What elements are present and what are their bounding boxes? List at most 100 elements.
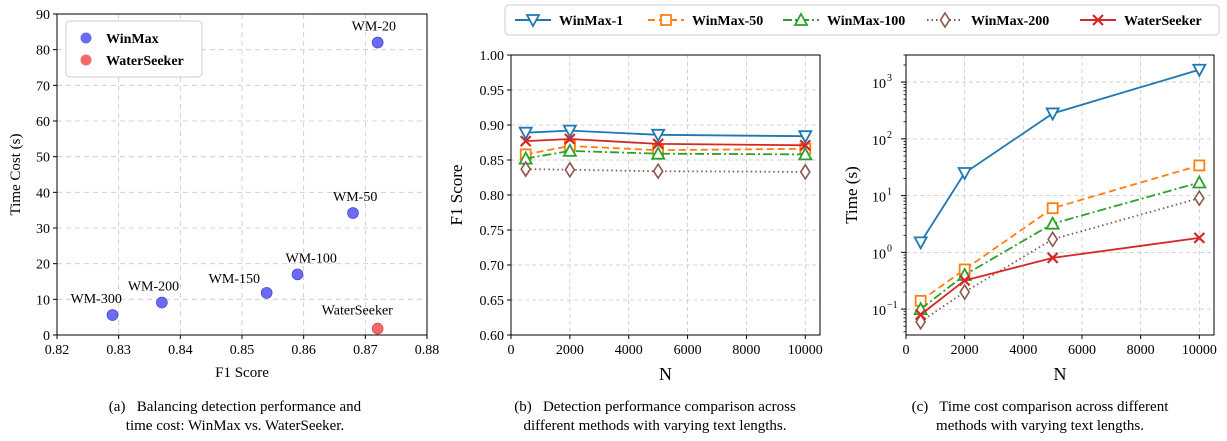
b-xtick-label: 2000 [556, 343, 584, 358]
c-point [1193, 159, 1206, 172]
caption-b-line1: Detection performance comparison across [542, 399, 796, 415]
b-ytick-label: 0.75 [480, 224, 505, 239]
c-point [1193, 189, 1205, 207]
c-frame [905, 54, 1215, 336]
c-xlabel: N [1054, 364, 1067, 384]
top-legend-marker-shape [525, 14, 541, 28]
a-xtick-label: 0.83 [106, 343, 131, 358]
top-legend: WinMax-1 WinMax-50 WinMax-100 WinMax-200 Wat… [504, 4, 1220, 36]
c-point [957, 167, 973, 181]
top-legend-marker-shape [660, 14, 672, 26]
c-ytick-label: 10 [872, 134, 886, 149]
b-point-shape [562, 143, 578, 157]
b-point-shape [562, 124, 578, 139]
a-ytick-label: 20 [36, 258, 50, 273]
c-point-shape [1191, 63, 1207, 78]
c-point [914, 308, 927, 321]
top-legend-box [504, 4, 1220, 36]
c-point [959, 283, 971, 301]
b-point [564, 133, 576, 145]
b-point [650, 145, 666, 160]
caption-c-line1: Time cost comparison across different [939, 399, 1169, 415]
caption-b-label: (b) [514, 399, 532, 415]
c-point-shape [1047, 230, 1059, 248]
c-series-line [920, 181, 1200, 310]
caption-a-line1: Balancing detection performance and [136, 399, 362, 415]
c-point [1191, 63, 1207, 78]
top-legend-marker [939, 11, 951, 29]
a-ytick-label: 50 [36, 151, 50, 166]
c-point-shape [958, 274, 971, 287]
a-point [156, 296, 168, 309]
top-legend-label: WinMax-100 [827, 14, 905, 29]
a-point-label: WM-50 [333, 190, 377, 205]
b-series-line [525, 145, 806, 156]
a-xtick-label: 0.88 [415, 343, 440, 358]
top-legend-marker [660, 14, 672, 26]
c-series-line [920, 164, 1200, 302]
a-point-label: WM-20 [352, 20, 396, 35]
a-point [371, 322, 384, 335]
a-ytick-label: 0 [43, 329, 50, 344]
c-point-shape [1045, 215, 1061, 230]
c-ytick-label: 10 [872, 191, 886, 206]
top-legend-label: WinMax-200 [971, 14, 1049, 29]
caption-a-label: (a) [108, 399, 126, 415]
c-point-shape [1193, 232, 1206, 244]
caption-c-line2: methods with varying text lengths. [936, 418, 1144, 434]
a-legend-label: WaterSeeker [106, 54, 184, 69]
b-point [797, 146, 813, 161]
c-point [1191, 174, 1207, 189]
a-point [106, 309, 119, 321]
top-legend-marker [1092, 14, 1104, 26]
c-ytick-label: 10 [872, 304, 886, 319]
top-legend-marker [793, 12, 809, 26]
b-xtick-label: 10000 [788, 343, 823, 358]
a-point-label: WM-200 [128, 280, 179, 295]
b-xtick-label: 0 [508, 343, 515, 358]
a-ytick-label: 30 [36, 222, 50, 237]
c-series-line [920, 236, 1200, 316]
b-point-shape [518, 126, 534, 141]
b-point [520, 160, 532, 178]
c-point [1046, 202, 1059, 215]
b-point [519, 135, 532, 147]
c-point-shape [1191, 174, 1207, 189]
a-xtick-label: 0.82 [45, 343, 70, 358]
b-ytick-label: 0.90 [480, 119, 505, 134]
c-ytick-label: 10 [872, 77, 886, 92]
b-point-shape [799, 139, 812, 152]
b-ytick-label: 0.70 [480, 259, 505, 274]
b-ytick-label: 0.65 [480, 294, 505, 309]
a-frame [56, 13, 428, 336]
top-legend-marker-shape [1092, 14, 1104, 26]
a-point [371, 36, 384, 49]
c-point [913, 236, 929, 251]
c-xtick-label: 6000 [1068, 343, 1096, 358]
c-xtick-label: 10000 [1182, 343, 1217, 358]
c-ytick-exponent: 3 [887, 73, 892, 84]
b-series-line [525, 149, 806, 160]
a-ytick-label: 90 [36, 8, 50, 23]
c-point [958, 274, 971, 287]
b-series-line [525, 129, 806, 138]
b-point-shape [650, 145, 666, 160]
b-frame [510, 54, 821, 336]
a-legend-marker [80, 54, 92, 66]
a-legend-box [65, 20, 203, 78]
c-xtick-label: 2000 [951, 343, 979, 358]
b-xtick-label: 4000 [615, 343, 643, 358]
c-point [1046, 252, 1059, 264]
a-point [347, 207, 359, 219]
c-point-shape [959, 283, 971, 301]
b-point-shape [799, 163, 811, 181]
b-ytick-label: 0.60 [480, 329, 505, 344]
b-point-shape [652, 138, 664, 150]
b-point [562, 124, 578, 139]
caption-c-label: (c) [911, 399, 929, 415]
a-point-label: WM-300 [71, 292, 122, 307]
caption-a: (a) Balancing detection performance and … [30, 398, 440, 436]
c-point-shape [1193, 189, 1205, 207]
a-point-label: WM-100 [286, 251, 337, 266]
